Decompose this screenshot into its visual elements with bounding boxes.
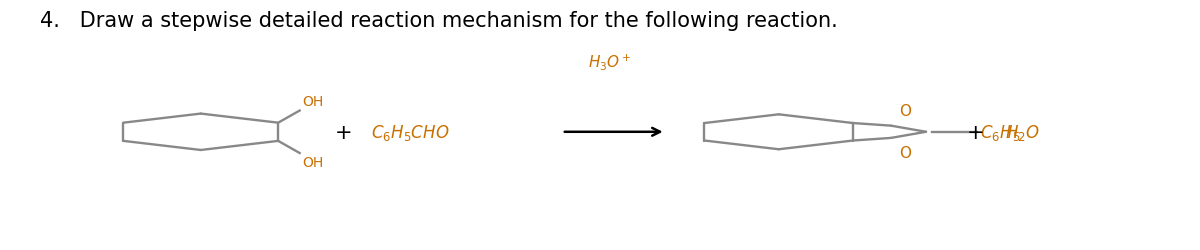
Text: $H_2O$: $H_2O$ (1006, 122, 1040, 142)
Text: $C_6H_5CHO$: $C_6H_5CHO$ (371, 122, 450, 142)
Text: O: O (899, 146, 911, 160)
Text: 4.   Draw a stepwise detailed reaction mechanism for the following reaction.: 4. Draw a stepwise detailed reaction mec… (40, 12, 838, 31)
Text: $H_3O^+$: $H_3O^+$ (588, 52, 631, 72)
Text: $C_6H_5$: $C_6H_5$ (979, 122, 1020, 142)
Text: OH: OH (302, 95, 323, 109)
Text: +: + (335, 122, 353, 142)
Text: O: O (899, 104, 911, 119)
Text: +: + (966, 122, 984, 142)
Text: OH: OH (302, 156, 323, 170)
